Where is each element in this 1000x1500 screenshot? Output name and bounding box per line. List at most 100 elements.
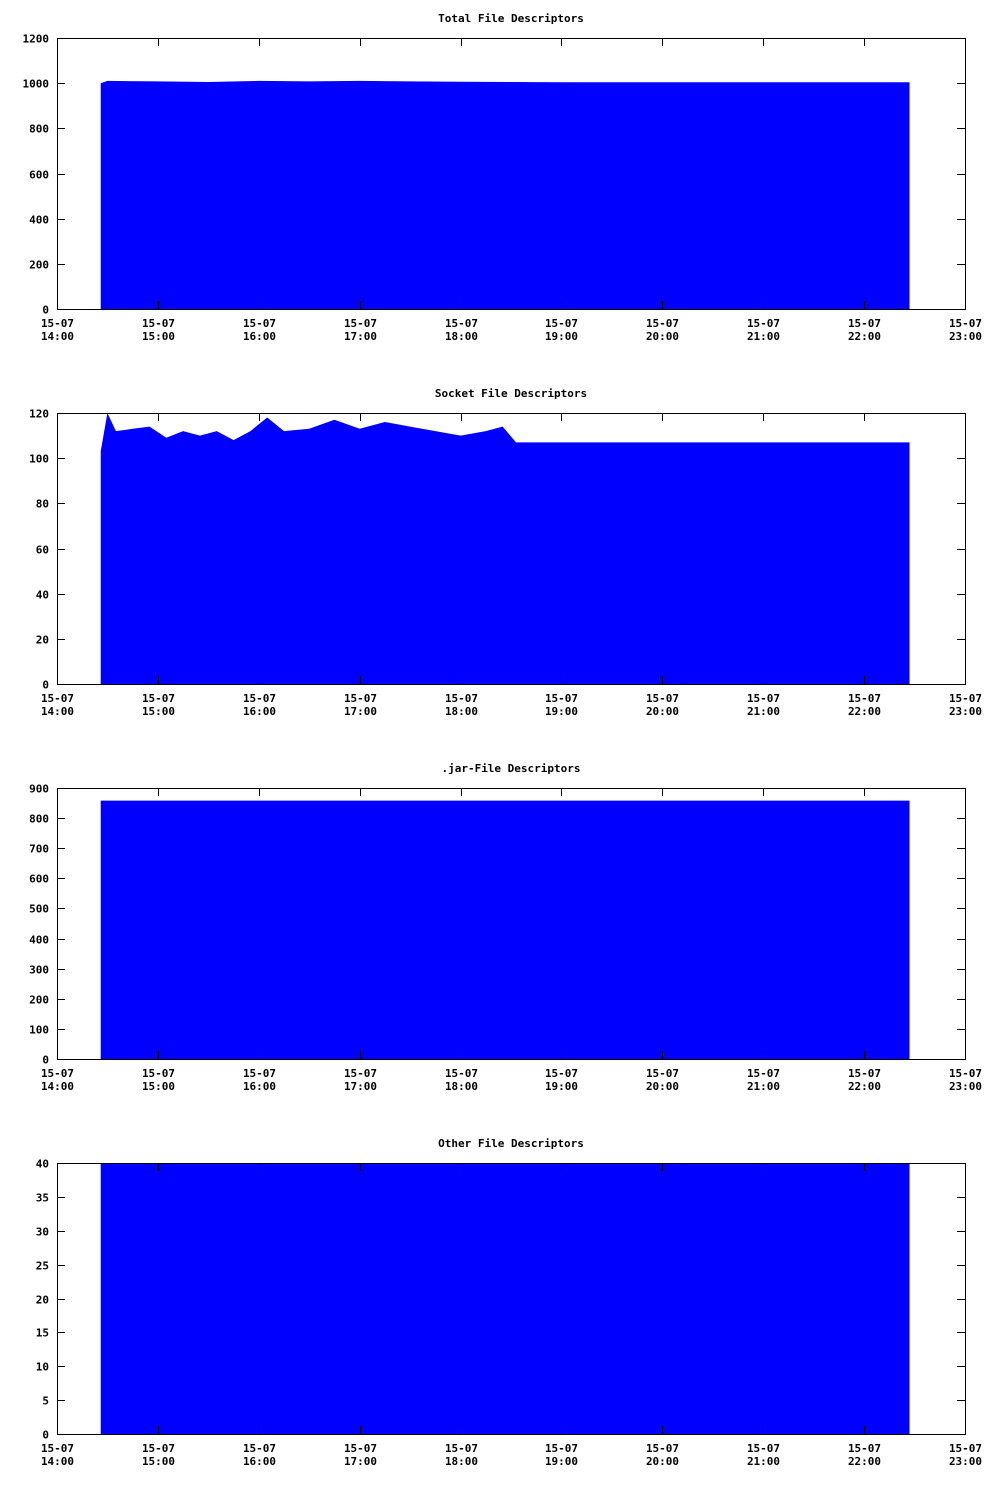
x-tick-label-time: 20:00	[646, 705, 679, 718]
x-tick-label-date: 15-07	[747, 1442, 780, 1455]
y-tick-label: 20	[36, 634, 49, 647]
chart-title: .jar-File Descriptors	[441, 762, 580, 775]
x-tick-label-date: 15-07	[545, 1067, 578, 1080]
y-tick-label: 700	[29, 843, 49, 856]
x-tick-label-date: 15-07	[747, 1067, 780, 1080]
x-tick-label-time: 17:00	[344, 705, 377, 718]
x-tick-label-date: 15-07	[445, 317, 478, 330]
chart-title: Socket File Descriptors	[435, 387, 587, 400]
y-tick-label: 120	[29, 408, 49, 421]
y-tick-label: 35	[36, 1192, 49, 1205]
x-tick-label-time: 14:00	[41, 705, 74, 718]
y-tick-label: 5	[42, 1395, 49, 1408]
x-tick-label-date: 15-07	[142, 1067, 175, 1080]
x-tick-label-time: 15:00	[142, 1080, 175, 1093]
x-tick-label-time: 16:00	[243, 1455, 276, 1468]
x-tick-label-time: 17:00	[344, 1080, 377, 1093]
x-tick-label-date: 15-07	[142, 692, 175, 705]
x-tick-label-date: 15-07	[243, 317, 276, 330]
x-tick-label-time: 18:00	[445, 1080, 478, 1093]
chart-title: Other File Descriptors	[438, 1137, 584, 1150]
x-tick-label-date: 15-07	[949, 1442, 982, 1455]
x-tick-label-time: 20:00	[646, 1080, 679, 1093]
x-tick-label-time: 14:00	[41, 1080, 74, 1093]
chart-jar: .jar-File Descriptors 0 100 200 300 400 500 600…	[29, 762, 982, 1093]
x-tick-label-time: 23:00	[949, 1080, 982, 1093]
x-tick-label-date: 15-07	[243, 692, 276, 705]
x-tick-label-time: 18:00	[445, 705, 478, 718]
x-tick-label-date: 15-07	[848, 1442, 881, 1455]
x-tick-label-date: 15-07	[747, 692, 780, 705]
y-tick-label: 600	[29, 169, 49, 182]
x-tick-label-time: 16:00	[243, 330, 276, 343]
x-tick-label-date: 15-07	[445, 692, 478, 705]
x-tick-label-date: 15-07	[445, 1067, 478, 1080]
x-tick-label-time: 23:00	[949, 330, 982, 343]
x-tick-label-time: 14:00	[41, 1455, 74, 1468]
x-tick-label-time: 21:00	[747, 705, 780, 718]
x-tick-label-date: 15-07	[243, 1442, 276, 1455]
chart-total: Total File Descriptors 0 200 400 600 800 1000 1…	[23, 12, 983, 343]
y-tick-label: 40	[36, 589, 49, 602]
y-tick-label: 100	[29, 1024, 49, 1037]
x-tick-label-time: 15:00	[142, 705, 175, 718]
chart-other: Other File Descriptors 0 5 10 15 20 25 30 35 40 15…	[36, 1137, 982, 1468]
x-tick-label-date: 15-07	[848, 317, 881, 330]
x-tick-label-date: 15-07	[344, 317, 377, 330]
x-tick-label-date: 15-07	[545, 317, 578, 330]
y-tick-label: 100	[29, 453, 49, 466]
x-tick-label-time: 16:00	[243, 705, 276, 718]
y-tick-label: 500	[29, 903, 49, 916]
x-tick-label-date: 15-07	[949, 317, 982, 330]
x-tick-label-date: 15-07	[646, 1442, 679, 1455]
y-tick-label: 80	[36, 498, 49, 511]
y-tick-label: 1200	[23, 33, 50, 46]
x-tick-label-time: 18:00	[445, 1455, 478, 1468]
x-tick-label-date: 15-07	[344, 1442, 377, 1455]
y-tick-label: 900	[29, 783, 49, 796]
x-tick-label-time: 19:00	[545, 1455, 578, 1468]
y-tick-label: 40	[36, 1158, 49, 1171]
x-tick-label-time: 23:00	[949, 705, 982, 718]
x-tick-label-time: 22:00	[848, 705, 881, 718]
x-tick-label-date: 15-07	[949, 1067, 982, 1080]
x-tick-label-time: 17:00	[344, 330, 377, 343]
series-area	[100, 1163, 910, 1434]
x-tick-label-date: 15-07	[646, 317, 679, 330]
chart-title: Total File Descriptors	[438, 12, 584, 25]
x-tick-label-time: 22:00	[848, 330, 881, 343]
x-tick-label-time: 19:00	[545, 330, 578, 343]
x-tick-label-date: 15-07	[848, 692, 881, 705]
x-tick-label-date: 15-07	[545, 692, 578, 705]
y-tick-label: 60	[36, 544, 49, 557]
x-tick-label-date: 15-07	[646, 1067, 679, 1080]
x-tick-label-time: 19:00	[545, 1080, 578, 1093]
y-tick-label: 200	[29, 259, 49, 272]
y-tick-label: 15	[36, 1327, 49, 1340]
x-tick-label-date: 15-07	[142, 1442, 175, 1455]
x-tick-label-date: 15-07	[41, 1067, 74, 1080]
x-tick-label-time: 17:00	[344, 1455, 377, 1468]
y-tick-label: 25	[36, 1260, 49, 1273]
y-tick-label: 400	[29, 934, 49, 947]
y-tick-label: 20	[36, 1294, 49, 1307]
x-tick-label-time: 15:00	[142, 1455, 175, 1468]
x-tick-label-date: 15-07	[545, 1442, 578, 1455]
x-tick-label-date: 15-07	[344, 1067, 377, 1080]
y-tick-label: 800	[29, 123, 49, 136]
x-tick-label-time: 16:00	[243, 1080, 276, 1093]
x-tick-label-time: 21:00	[747, 330, 780, 343]
x-tick-label-time: 21:00	[747, 1455, 780, 1468]
y-tick-label: 0	[42, 304, 49, 317]
x-tick-label-time: 21:00	[747, 1080, 780, 1093]
y-tick-label: 400	[29, 214, 49, 227]
x-tick-label-time: 23:00	[949, 1455, 982, 1468]
x-tick-label-time: 20:00	[646, 1455, 679, 1468]
y-tick-label: 1000	[23, 78, 50, 91]
x-tick-label-date: 15-07	[142, 317, 175, 330]
series-area	[100, 413, 910, 684]
chart-socket: Socket File Descriptors 0 20 40 60 80 100 120 15…	[29, 387, 982, 718]
x-tick-label-date: 15-07	[747, 317, 780, 330]
y-tick-label: 600	[29, 873, 49, 886]
